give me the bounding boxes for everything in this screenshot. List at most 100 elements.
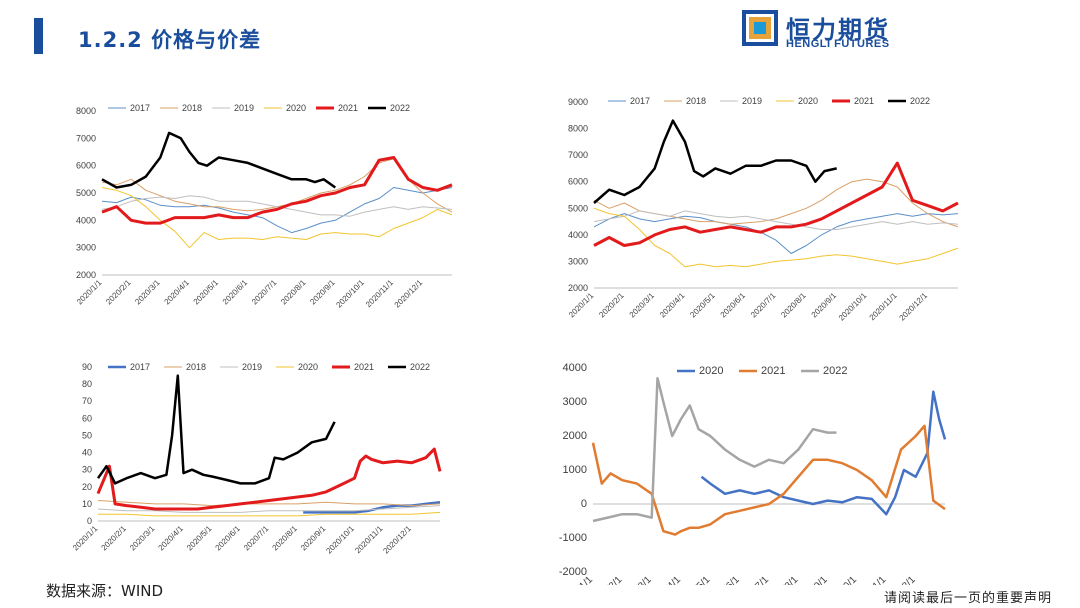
x-tick-label: 2020/6/1	[706, 574, 742, 585]
legend-label: 2017	[130, 103, 150, 113]
x-tick-label: 2020/3/1	[618, 574, 654, 585]
x-tick-label: 2020/4/1	[658, 291, 687, 320]
series-line-2022	[101, 131, 337, 189]
series-line-2020	[101, 187, 453, 249]
legend-label: 2017	[630, 96, 650, 106]
series-line-2019	[593, 210, 959, 230]
series-line-2018	[97, 500, 441, 507]
chart-price-2: 2000 3000 4000 5000 6000 7000 8000 9000 2020/1/1…	[550, 90, 970, 340]
series-line-2021	[96, 447, 442, 511]
y-tick-label: 80	[82, 379, 92, 389]
x-tick-label: 2020/9/1	[794, 574, 830, 585]
x-tick-label: 2020/1/1	[75, 278, 104, 307]
x-tick-label: 2020/3/1	[128, 524, 157, 553]
chart-price-1: 2000 3000 4000 5000 6000 7000 8000 2020/1/1 2020…	[60, 95, 460, 335]
x-tick-label: 2020/7/1	[242, 524, 271, 553]
logo-text-en: HENGLI FUTURES	[786, 38, 890, 50]
x-tick-label: 2020/10/1	[324, 524, 356, 556]
page-title: 1.2.2 价格与价差	[78, 28, 262, 52]
x-tick-label: 2020/5/1	[192, 278, 221, 307]
x-tick-label: 2020/2/1	[589, 574, 625, 585]
x-tick-label: 2020/10/1	[837, 291, 869, 323]
x-tick-label: 2020/8/1	[279, 278, 308, 307]
y-tick-label: 50	[82, 430, 92, 440]
x-tick-label: 2020/3/1	[133, 278, 162, 307]
y-tick-label: 7000	[568, 150, 588, 160]
legend-label: 2020	[798, 96, 818, 106]
series-line-2018	[593, 178, 959, 228]
y-tick-label: 2000	[76, 270, 96, 280]
series-line-2019	[97, 505, 441, 513]
legend-label: 2022	[910, 96, 930, 106]
disclaimer: 请阅读最后一页的重要声明	[883, 591, 1052, 606]
data-source: 数据来源：WIND	[46, 582, 164, 600]
x-tick-label: 2020/4/1	[163, 278, 192, 307]
x-tick-label: 2020/1/1	[71, 524, 100, 553]
x-tick-label: 2020/1/1	[567, 291, 596, 320]
x-tick-label: 2020/3/1	[628, 291, 657, 320]
x-tick-label: 2020/11/1	[353, 524, 384, 555]
legend-label: 2022	[823, 365, 847, 377]
y-tick-label: 6000	[568, 177, 588, 187]
y-tick-label: 30	[82, 465, 92, 475]
series-line-2020	[593, 207, 959, 268]
chart-spread-svg: -2000-1000010002000300040002020/1/12020/…	[559, 362, 947, 585]
legend-label: 2019	[242, 362, 262, 372]
y-tick-label: 8000	[568, 124, 588, 134]
x-tick-label: 2020/7/1	[736, 574, 772, 585]
legend-label: 2020	[286, 103, 306, 113]
y-tick-label: 70	[82, 396, 92, 406]
legend-label: 2021	[854, 96, 874, 106]
series-line-2017	[593, 213, 959, 254]
series-line-2021	[101, 156, 453, 225]
legend-label: 2021	[761, 365, 785, 377]
x-tick-label: 2020/9/1	[308, 278, 337, 307]
logo-text-cn: 恒力期货	[786, 16, 890, 44]
x-tick-label: 2020/12/1	[898, 291, 930, 323]
series-line-2022	[96, 374, 336, 485]
x-tick-label: 2020/8/1	[779, 291, 808, 320]
series-line-2020	[98, 511, 441, 517]
x-tick-label: 2020/11/1	[868, 291, 899, 322]
y-tick-label: 60	[82, 413, 92, 423]
legend-label: 2020	[699, 365, 723, 377]
x-tick-label: 2020/5/1	[677, 574, 713, 585]
x-tick-label: 2020/12/1	[381, 524, 413, 556]
x-tick-label: 2020/7/1	[250, 278, 279, 307]
legend-label: 2021	[338, 103, 358, 113]
legend-label: 2021	[354, 362, 374, 372]
y-tick-label: 8000	[76, 106, 96, 116]
x-tick-label: 2020/2/1	[100, 524, 129, 553]
y-tick-label: 20	[82, 482, 92, 492]
logo-mark-icon	[742, 10, 778, 46]
company-logo: 恒力期货 HENGLI FUTURES	[742, 10, 912, 50]
y-tick-label: 1000	[563, 464, 587, 476]
legend-label: 2018	[182, 103, 202, 113]
y-tick-label: 90	[82, 362, 92, 372]
series-line-2019	[101, 195, 453, 217]
series-line-2017	[101, 187, 453, 234]
x-tick-label: 2020/6/1	[221, 278, 250, 307]
y-tick-label: 0	[87, 516, 92, 526]
x-tick-label: 2020/2/1	[104, 278, 133, 307]
x-tick-label: 2020/7/1	[749, 291, 778, 320]
x-tick-label: 2020/10/1	[334, 278, 366, 310]
legend-label: 2017	[130, 362, 150, 372]
y-tick-label: 4000	[563, 362, 587, 374]
series-line-2021	[593, 161, 959, 247]
x-tick-label: 2020/8/1	[271, 524, 300, 553]
y-tick-label: 4000	[76, 215, 96, 225]
legend-label: 2022	[410, 362, 430, 372]
x-tick-label: 2020/5/1	[688, 291, 717, 320]
y-tick-label: 9000	[568, 97, 588, 107]
y-tick-label: 3000	[76, 243, 96, 253]
legend-label: 2018	[186, 362, 206, 372]
chart-price-3: 0 10 20 30 40 50 60 70 80 90 2020/1/1 2020/2/1 2020/…	[60, 355, 460, 565]
y-tick-label: 2000	[568, 283, 588, 293]
series-line-2020	[700, 390, 947, 516]
x-tick-label: 2020/2/1	[597, 291, 626, 320]
x-tick-label: 2020/4/1	[157, 524, 186, 553]
y-tick-label: 7000	[76, 133, 96, 143]
x-tick-label: 2020/6/1	[719, 291, 748, 320]
